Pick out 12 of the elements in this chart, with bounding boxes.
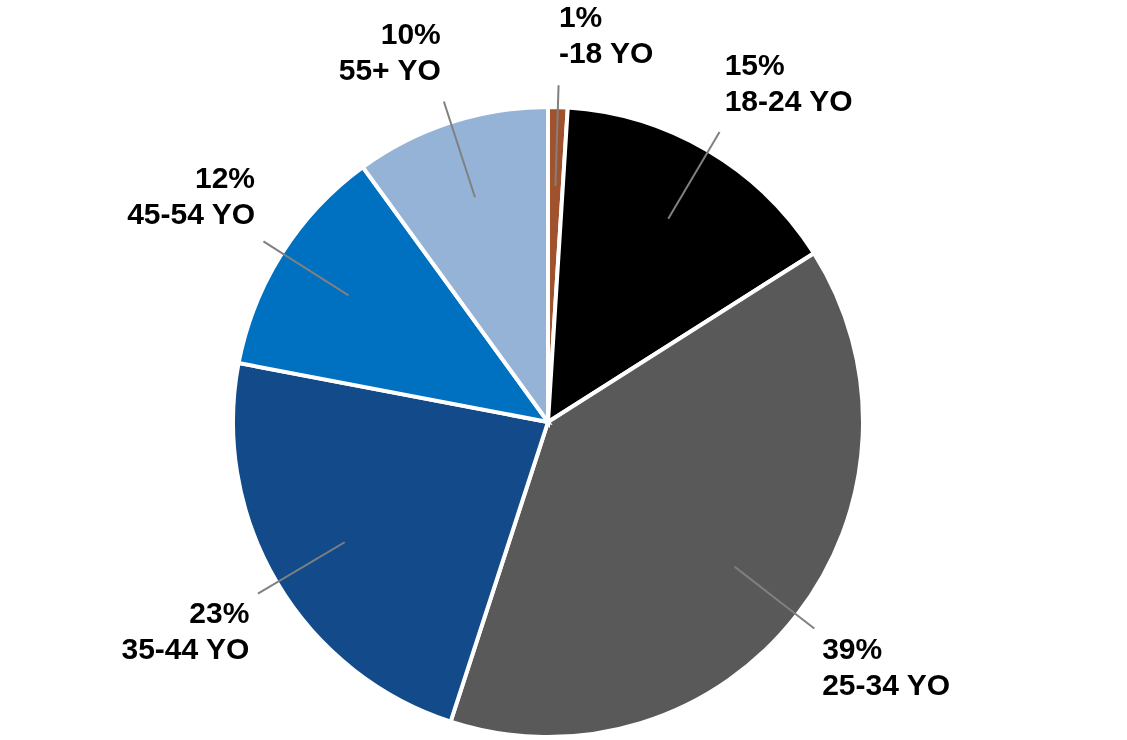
data-label: 15% [724,48,785,82]
data-label: 39% [822,631,883,665]
data-label: 12% [194,161,256,195]
slice-label: 55+ YO [338,52,441,86]
slice-label: 25-34 YO [822,667,951,701]
slice-label: 18-24 YO [724,84,853,118]
data-label: 10% [380,16,441,50]
data-label: 1% [558,0,603,34]
slice-label: -18 YO [558,36,654,70]
slice-label: 45-54 YO [127,197,256,231]
data-label: 23% [189,595,250,629]
slice-label: 35-44 YO [121,631,250,665]
